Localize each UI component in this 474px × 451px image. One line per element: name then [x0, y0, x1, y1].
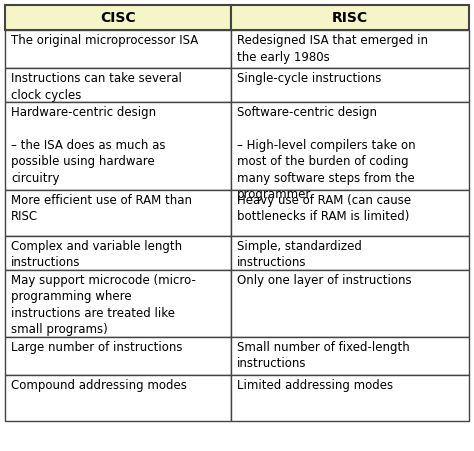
Text: The original microprocessor ISA: The original microprocessor ISA	[11, 34, 198, 47]
Text: Instructions can take several
clock cycles: Instructions can take several clock cycl…	[11, 72, 182, 101]
Bar	[231, 236, 469, 270]
Text: Complex and variable length
instructions: Complex and variable length instructions	[11, 240, 182, 270]
Text: May support microcode (micro-
programming where
instructions are treated like
sm: May support microcode (micro- programmin…	[11, 274, 196, 336]
Bar	[5, 190, 231, 236]
Bar	[5, 30, 231, 68]
Text: RISC: RISC	[332, 11, 368, 25]
Bar	[231, 5, 469, 30]
Bar	[231, 375, 469, 421]
Bar	[5, 5, 231, 30]
Bar	[5, 337, 231, 375]
Bar	[5, 68, 231, 101]
Bar	[5, 101, 231, 190]
Text: Simple, standardized
instructions: Simple, standardized instructions	[237, 240, 362, 270]
Text: Heavy use of RAM (can cause
bottlenecks if RAM is limited): Heavy use of RAM (can cause bottlenecks …	[237, 194, 411, 223]
Bar	[231, 68, 469, 101]
Text: More efficient use of RAM than
RISC: More efficient use of RAM than RISC	[11, 194, 192, 223]
Bar	[231, 101, 469, 190]
Bar	[5, 236, 231, 270]
Text: Compound addressing modes: Compound addressing modes	[11, 378, 187, 391]
Text: Large number of instructions: Large number of instructions	[11, 341, 182, 354]
Text: Limited addressing modes: Limited addressing modes	[237, 378, 393, 391]
Bar	[231, 190, 469, 236]
Text: Redesigned ISA that emerged in
the early 1980s: Redesigned ISA that emerged in the early…	[237, 34, 428, 64]
Bar	[5, 270, 231, 337]
Bar	[5, 375, 231, 421]
Bar	[231, 337, 469, 375]
Bar	[231, 270, 469, 337]
Text: Hardware-centric design

– the ISA does as much as
possible using hardware
circu: Hardware-centric design – the ISA does a…	[11, 106, 165, 184]
Text: Single-cycle instructions: Single-cycle instructions	[237, 72, 382, 85]
Text: Software-centric design

– High-level compilers take on
most of the burden of co: Software-centric design – High-level com…	[237, 106, 416, 201]
Text: Small number of fixed-length
instructions: Small number of fixed-length instruction…	[237, 341, 410, 370]
Text: CISC: CISC	[100, 11, 136, 25]
Bar	[231, 30, 469, 68]
Text: Only one layer of instructions: Only one layer of instructions	[237, 274, 411, 286]
